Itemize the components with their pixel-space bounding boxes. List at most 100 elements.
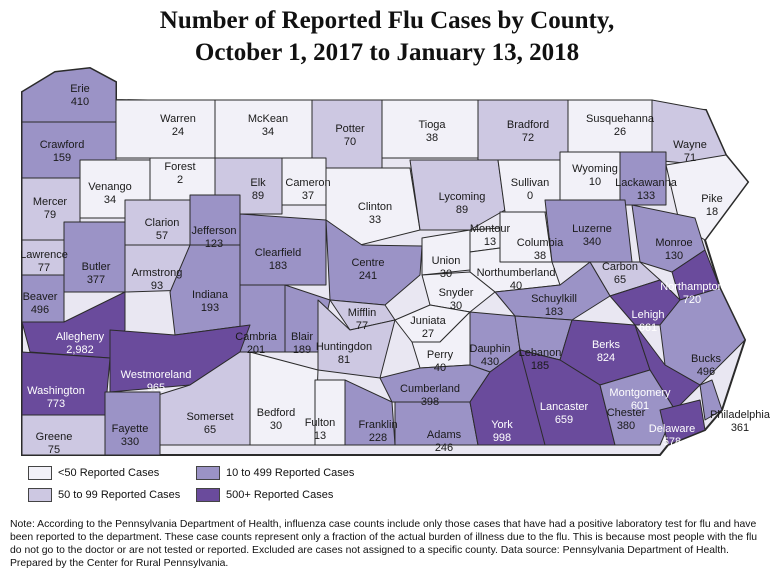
county-value-berks: 824 [597, 352, 615, 364]
county-value-beaver: 496 [31, 304, 49, 316]
county-name-crawford: Crawford [40, 139, 85, 151]
county-value-somerset: 65 [204, 424, 216, 436]
county-fayette [104, 391, 161, 456]
county-name-franklin: Franklin [358, 419, 397, 431]
county-name-fayette: Fayette [112, 423, 149, 435]
county-name-butler: Butler [82, 261, 111, 273]
county-value-elk: 89 [252, 190, 264, 202]
county-name-huntingdon: Huntingdon [316, 341, 372, 353]
legend-swatch-10-to-499 [196, 466, 220, 480]
county-value-lackawanna: 133 [637, 190, 655, 202]
county-value-snyder: 30 [450, 300, 462, 312]
county-name-adams: Adams [427, 429, 462, 441]
legend-item-50-to-99: 50 to 99 Reported Cases [28, 488, 180, 502]
county-value-montour: 13 [484, 236, 496, 248]
county-value-jefferson: 123 [205, 238, 223, 250]
county-value-york: 998 [493, 432, 511, 444]
county-name-allegheny: Allegheny [56, 331, 105, 343]
county-name-mifflin: Mifflin [348, 307, 377, 319]
legend-swatch-under-50 [28, 466, 52, 480]
county-value-blair: 189 [293, 344, 311, 356]
footnote: Note: According to the Pennsylvania Depa… [10, 519, 758, 569]
county-name-fulton: Fulton [305, 417, 336, 429]
county-value-union: 30 [440, 268, 452, 280]
county-huntingdon [317, 299, 396, 379]
county-name-schuylkill: Schuylkill [531, 293, 577, 305]
county-name-clearfield: Clearfield [255, 247, 301, 259]
county-value-lebanon: 185 [531, 360, 549, 372]
county-name-northumberland: Northumberland [477, 267, 556, 279]
county-value-greene: 75 [48, 444, 60, 456]
county-name-luzerne: Luzerne [572, 223, 612, 235]
county-value-tioga: 38 [426, 132, 438, 144]
county-name-union: Union [432, 255, 461, 267]
legend-label-10-to-499: 10 to 499 Reported Cases [226, 467, 355, 479]
county-name-potter: Potter [335, 123, 365, 135]
county-allegheny [21, 291, 126, 359]
county-value-mckean: 34 [262, 126, 274, 138]
legend-swatch-500-plus [196, 488, 220, 502]
county-value-perry: 40 [434, 362, 446, 374]
county-name-lancaster: Lancaster [540, 401, 589, 413]
county-value-columbia: 38 [534, 250, 546, 262]
county-name-erie: Erie [70, 83, 90, 95]
legend-label-under-50: <50 Reported Cases [58, 467, 160, 479]
county-name-clarion: Clarion [145, 217, 180, 229]
county-value-cumberland: 398 [421, 396, 439, 408]
county-lackawanna [619, 151, 667, 206]
county-value-fulton: 13 [314, 430, 326, 442]
county-value-westmoreland: 965 [147, 382, 165, 394]
county-value-forest: 2 [177, 174, 183, 186]
county-name-cambria: Cambria [235, 331, 277, 343]
county-name-venango: Venango [88, 181, 131, 193]
county-value-lehigh: 661 [639, 322, 657, 334]
county-name-mercer: Mercer [33, 196, 68, 208]
county-name-montour: Montour [470, 223, 511, 235]
county-value-butler: 377 [87, 274, 105, 286]
county-value-indiana: 193 [201, 302, 219, 314]
county-value-delaware: 578 [663, 436, 681, 448]
county-delaware [659, 399, 706, 446]
county-value-pike: 18 [706, 206, 718, 218]
county-value-lancaster: 659 [555, 414, 573, 426]
county-value-allegheny: 2,982 [66, 344, 94, 356]
county-name-northampton: Northampton [660, 281, 724, 293]
county-value-mifflin: 77 [356, 320, 368, 332]
county-value-bucks: 496 [697, 366, 715, 378]
county-name-wayne: Wayne [673, 139, 707, 151]
county-value-huntingdon: 81 [338, 354, 350, 366]
county-name-susquehanna: Susquehanna [586, 113, 655, 125]
county-name-bradford: Bradford [507, 119, 549, 131]
county-name-westmoreland: Westmoreland [121, 369, 192, 381]
county-value-cameron: 37 [302, 190, 314, 202]
map-title-line-1: Number of Reported Flu Cases by County, [159, 7, 615, 34]
county-name-indiana: Indiana [192, 289, 229, 301]
county-name-blair: Blair [291, 331, 313, 343]
county-erie [21, 67, 117, 123]
legend-item-under-50: <50 Reported Cases [28, 466, 159, 480]
county-value-carbon: 65 [614, 274, 626, 286]
county-value-monroe: 130 [665, 250, 683, 262]
county-clinton [325, 167, 421, 246]
county-value-crawford: 159 [53, 152, 71, 164]
county-name-lycoming: Lycoming [439, 191, 486, 203]
county-name-somerset: Somerset [186, 411, 233, 423]
county-susquehanna [567, 99, 653, 153]
county-name-mckean: McKean [248, 113, 288, 125]
county-name-lawrence: Lawrence [20, 249, 68, 261]
county-value-mercer: 79 [44, 209, 56, 221]
county-value-bedford: 30 [270, 420, 282, 432]
county-name-lackawanna: Lackawanna [615, 177, 678, 189]
county-value-potter: 70 [344, 136, 356, 148]
county-value-venango: 34 [104, 194, 116, 206]
county-name-pike: Pike [701, 193, 722, 205]
county-name-beaver: Beaver [23, 291, 58, 303]
legend-item-10-to-499: 10 to 499 Reported Cases [196, 466, 354, 480]
legend-label-500-plus: 500+ Reported Cases [226, 489, 334, 501]
county-name-chester: Chester [607, 407, 646, 419]
county-name-berks: Berks [592, 339, 621, 351]
county-value-centre: 241 [359, 270, 377, 282]
county-value-fayette: 330 [121, 436, 139, 448]
county-name-carbon: Carbon [602, 261, 638, 273]
county-value-sullivan: 0 [527, 190, 533, 202]
